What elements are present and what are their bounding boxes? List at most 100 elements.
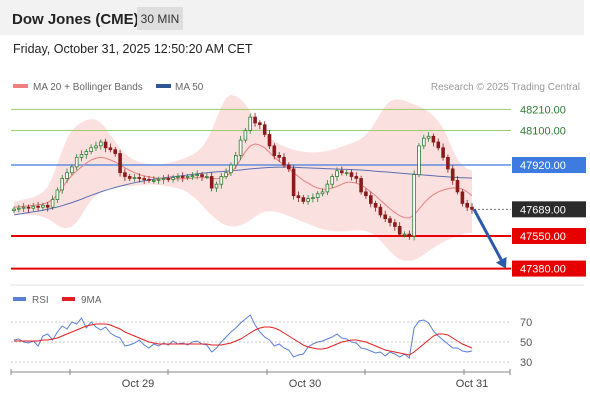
candle-up	[70, 166, 74, 174]
candle-up	[344, 172, 349, 175]
candle-up	[306, 198, 310, 202]
x-tick-label: Oct 29	[122, 378, 154, 390]
candle-down	[123, 172, 127, 177]
rsi-tick-label: 50	[520, 337, 532, 349]
candle-down	[436, 141, 441, 149]
forecast-arrow-line	[472, 208, 503, 261]
price-label-bg	[512, 157, 586, 174]
rsi-ma-legend-label: 9MA	[81, 295, 102, 306]
rsi-legend-label: RSI	[32, 295, 49, 306]
candle-down	[103, 141, 108, 149]
candle-down	[286, 164, 291, 170]
candle-up	[151, 179, 156, 182]
candle-down	[137, 177, 142, 179]
timestamp: Friday, October 31, 2025 12:50:20 AM CET	[13, 42, 253, 56]
candle-down	[378, 206, 383, 216]
ma20-line	[13, 143, 473, 219]
candle-down	[277, 154, 281, 158]
price-label-bg	[512, 201, 586, 218]
ma50-legend-label: MA 50	[175, 82, 204, 93]
ma20-legend-label: MA 20 + Bollinger Bands	[33, 82, 143, 93]
timeframe-badge[interactable]	[137, 7, 183, 30]
candle-down	[180, 176, 185, 178]
candle-up	[204, 176, 209, 178]
price-label-bg	[512, 101, 586, 118]
candle-down	[209, 176, 214, 189]
candle-down	[364, 191, 368, 197]
ma20-legend-swatch	[13, 84, 28, 88]
candle-up	[185, 176, 190, 178]
candle-up	[248, 116, 253, 131]
candle-up	[229, 164, 233, 174]
candle-up	[315, 193, 320, 199]
candle-up	[195, 174, 200, 177]
candle-down	[373, 202, 378, 208]
candle-up	[330, 176, 334, 185]
price-label-bg	[512, 260, 586, 277]
price-label: 47380.00	[520, 264, 566, 276]
candle-up	[421, 137, 426, 147]
candle-up	[325, 183, 330, 193]
candle-down	[359, 178, 363, 193]
candle-down	[45, 204, 50, 208]
x-tick-label: Oct 30	[289, 378, 321, 390]
candle-up	[79, 154, 84, 158]
candle-down	[258, 122, 262, 126]
price-label-bg	[512, 122, 586, 139]
candle-up	[224, 172, 228, 177]
candle-down	[142, 178, 147, 180]
candle-up	[426, 135, 431, 139]
candle-up	[89, 147, 93, 153]
header-bar	[0, 0, 584, 35]
candle-down	[26, 206, 31, 209]
candle-up	[94, 145, 98, 149]
candle-up	[74, 156, 79, 168]
candle-up	[238, 139, 243, 156]
candle-up	[161, 178, 166, 180]
candle-down	[470, 206, 474, 210]
candle-up	[417, 145, 421, 176]
candle-up	[156, 178, 161, 181]
x-tick-label: Oct 31	[456, 378, 488, 390]
candle-down	[397, 225, 402, 235]
candle-down	[383, 214, 387, 220]
candle-up	[84, 151, 89, 155]
candle-down	[339, 170, 344, 174]
candle-down	[349, 172, 354, 177]
rsi-chart: 30 50 70	[11, 314, 532, 369]
candle-up	[99, 141, 103, 147]
candle-down	[450, 168, 455, 181]
candle-down	[455, 179, 460, 193]
candle-down	[108, 147, 113, 151]
candle-up	[16, 207, 21, 210]
candle-up	[233, 154, 238, 166]
rsi-tick-label: 30	[520, 357, 532, 369]
candle-down	[354, 176, 359, 179]
candle-down	[272, 145, 277, 156]
timeframe-label: 30 MIN	[141, 12, 180, 26]
rsi-line	[13, 314, 473, 359]
candle-up	[311, 197, 315, 200]
candle-down	[127, 176, 132, 179]
candle-up	[132, 177, 137, 179]
candle-down	[113, 149, 118, 154]
candle-up	[402, 233, 407, 236]
rsi-legend-swatch	[13, 297, 26, 301]
candle-down	[407, 233, 412, 237]
candle-up	[21, 206, 26, 209]
price-chart: 48210.00 48100.00 47920.00 47689.00 47550.00…	[11, 94, 586, 277]
price-label: 48210.00	[520, 104, 566, 116]
candle-down	[393, 222, 397, 227]
candle-down	[441, 147, 445, 158]
ma50-legend-swatch	[156, 84, 171, 88]
candle-down	[147, 178, 151, 181]
candle-up	[176, 176, 180, 178]
candle-up	[219, 176, 224, 185]
candle-down	[200, 174, 204, 177]
price-label: 47920.00	[520, 160, 566, 172]
bollinger-band	[14, 94, 472, 261]
candle-down	[118, 153, 122, 174]
candle-down	[465, 202, 469, 208]
